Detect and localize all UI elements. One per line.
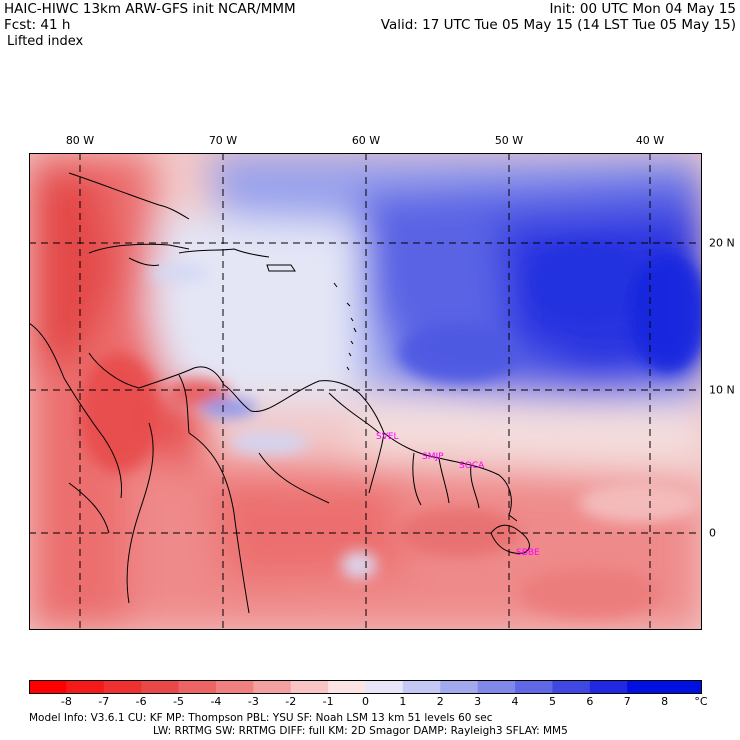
map-frame [29, 153, 702, 630]
colorbar-tick-label: -1 [322, 695, 334, 708]
station-svel: SVEL [376, 432, 399, 442]
lon-label-60w: 60 W [351, 134, 381, 147]
colorbar-swatch [477, 680, 516, 694]
model-info-line2: LW: RRTMG SW: RRTMG DIFF: full KM: 2D Sm… [153, 725, 568, 737]
lat-label-10n: 10 N [709, 383, 735, 397]
map-canvas: SVEL SMJP SOCA SBBE [29, 153, 702, 630]
colorbar [29, 680, 702, 694]
colorbar-tick-label: -6 [135, 695, 147, 708]
colorbar-swatch [29, 680, 67, 694]
valid-time: Valid: 17 UTC Tue 05 May 15 (14 LST Tue … [380, 17, 736, 33]
model-title: HAIC-HIWC 13km ARW-GFS init NCAR/MMM [4, 1, 296, 17]
colorbar-swatch [552, 680, 591, 694]
colorbar-swatch [103, 680, 142, 694]
colorbar-swatch [66, 680, 105, 694]
colorbar-swatch [440, 680, 479, 694]
colorbar-tick-label: 6 [586, 695, 594, 708]
colorbar-tick-label: -4 [210, 695, 222, 708]
lat-label-0: 0 [709, 526, 716, 540]
colorbar-swatch [215, 680, 254, 694]
colorbar-tick-label: -7 [98, 695, 110, 708]
colorbar-tick-label: 0 [362, 695, 369, 708]
lon-label-40w: 40 W [635, 134, 665, 147]
colorbar-swatch [589, 680, 628, 694]
colorbar-tick-label: 5 [548, 695, 556, 708]
station-soca: SOCA [459, 461, 485, 471]
colorbar-swatch [664, 680, 702, 694]
field-detail [79, 243, 702, 618]
model-info-line1: Model Info: V3.6.1 CU: KF MP: Thompson P… [29, 712, 493, 724]
colorbar-swatch [328, 680, 366, 694]
colorbar-tick-label: -2 [285, 695, 297, 708]
graticule [29, 153, 702, 630]
colorbar-swatch [627, 680, 666, 694]
colorbar-tick-label: 1 [399, 695, 407, 708]
colorbar-frame [29, 680, 702, 694]
coastlines [29, 172, 530, 614]
lat-label-20n: 20 N [709, 236, 735, 250]
colorbar-swatch [253, 680, 292, 694]
init-time: Init: 00 UTC Mon 04 May 15 [549, 1, 736, 17]
colorbar-unit: °C [694, 695, 708, 708]
colorbar-tick-label: -5 [173, 695, 185, 708]
colorbar-swatch [365, 680, 404, 694]
field-name: Lifted index [7, 34, 84, 49]
colorbar-swatch [141, 680, 180, 694]
station-sbbe: SBBE [516, 548, 540, 558]
colorbar-tick-label: 4 [511, 695, 519, 708]
colorbar-tick-label: 3 [474, 695, 482, 708]
colorbar-tick-label: 7 [623, 695, 631, 708]
colorbar-tick-label: 8 [661, 695, 669, 708]
colorbar-swatch [290, 680, 329, 694]
lon-label-70w: 70 W [208, 134, 238, 147]
colorbar-tick-label: -8 [60, 695, 72, 708]
lon-label-50w: 50 W [494, 134, 524, 147]
colorbar-swatch [178, 680, 217, 694]
colorbar-swatch [402, 680, 441, 694]
lon-label-80w: 80 W [65, 134, 95, 147]
colorbar-tick-label: -3 [247, 695, 259, 708]
colorbar-swatch [515, 680, 553, 694]
forecast-hour: Fcst: 41 h [4, 17, 71, 33]
station-smjp: SMJP [422, 452, 444, 462]
stations: SVEL SMJP SOCA SBBE [376, 432, 540, 558]
colorbar-tick-label: 2 [436, 695, 444, 708]
lifted-index-map: SVEL SMJP SOCA SBBE [29, 153, 702, 630]
